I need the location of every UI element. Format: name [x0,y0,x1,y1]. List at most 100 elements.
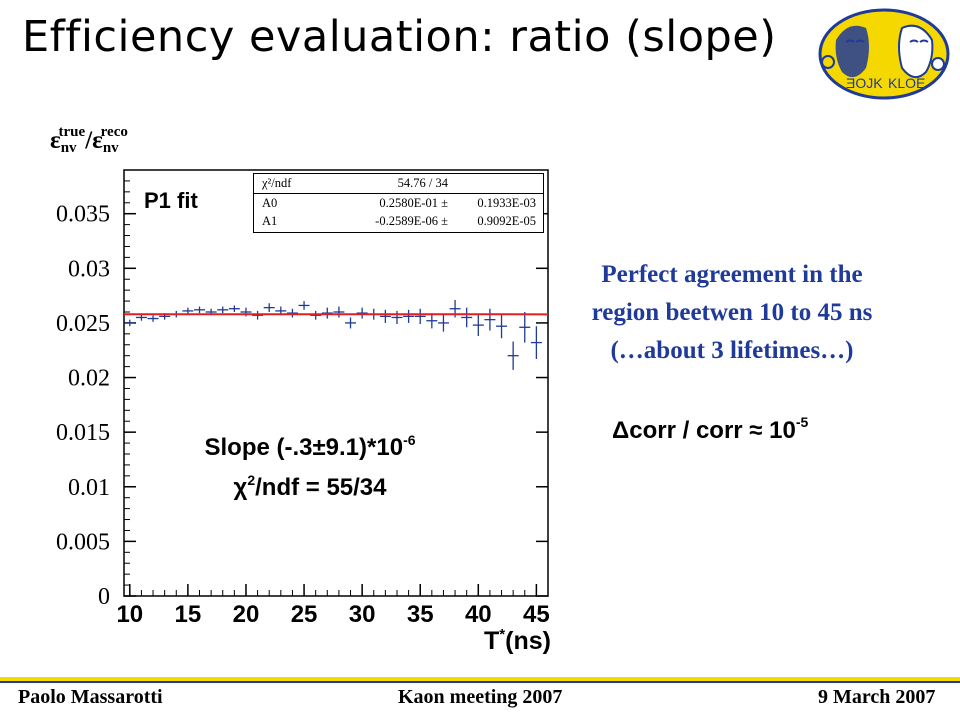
x-label-main: T [484,627,500,655]
data-point [391,310,403,325]
x-tick-label: 15 [175,601,202,628]
y-label-sub-1: nv [60,140,77,156]
slope-exponent: -6 [403,432,416,448]
footer-author: Paolo Massarotti [18,686,163,708]
slope-annotation: Slope (-.3±9.1)*10-6 χ2/ndf = 55/34 [160,424,460,504]
data-point [228,305,240,312]
data-point [437,314,449,332]
data-point [530,326,542,359]
y-tick-label: 0.025 [56,311,110,337]
y-tick-label: 0.015 [56,420,110,446]
agreement-text: Perfect agreement in the region beetwen … [552,256,912,370]
data-point [252,310,264,320]
slope-text: Slope (-.3±9.1)*10 [204,434,404,461]
slope-line: Slope (-.3±9.1)*10-6 [160,424,460,464]
agreement-line-1: Perfect agreement in the [601,261,863,288]
data-point [182,307,194,315]
x-tick-label: 25 [291,601,318,628]
y-axis-label: εnvtrue/εnvreco [50,124,128,157]
x-axis-ticks: 10 15 20 25 30 35 40 45 [116,584,550,628]
y-label-epsilon-2: ε [92,127,103,154]
plot-frame [123,169,549,597]
x-tick-label: 30 [349,601,376,628]
chi-exponent: 2 [247,472,256,488]
y-tick-label: 0 [98,584,110,610]
stat-row-chi2: χ²/ndf 54.76 / 34 [254,174,543,193]
data-points [124,299,542,370]
stat-name: A0 [262,196,278,210]
data-point [310,310,322,320]
stat-row-a0: A0 0.2580E-01 ± 0.1933E-03 [254,194,543,213]
x-label-unit: (ns) [505,627,551,655]
y-tick-label: 0.01 [68,475,110,501]
footer-divider-yellow [0,677,960,681]
data-point [217,306,229,314]
stat-divider [254,193,543,194]
data-point [298,301,310,310]
data-point [356,307,368,319]
data-point [472,314,484,337]
fit-label: P1 fit [144,188,198,213]
data-point [286,308,298,318]
stat-row-a1: A1 -0.2589E-06 ± 0.9092E-05 [254,212,543,231]
data-point [519,312,531,343]
stat-name: A1 [262,214,278,228]
stat-value: 54.76 / 34 [397,176,448,190]
data-point [484,308,496,331]
y-axis-ticks: 0 0.005 0.01 0.015 0.02 0.025 0.03 0.035 [56,169,548,610]
data-point [496,314,508,339]
data-point [345,317,357,329]
data-point [321,307,333,319]
correction-exponent: -5 [795,414,809,430]
stat-value: -0.2589E-06 ± [375,214,448,228]
data-point [379,309,391,323]
x-tick-label: 40 [465,601,492,628]
data-point [194,306,206,314]
chi-symbol: χ [233,474,248,501]
stat-name: χ²/ndf [262,176,292,190]
agreement-line-3: (…about 3 lifetimes…) [610,337,854,364]
slide-title: Efficiency evaluation: ratio (slope) [22,12,777,62]
data-point [414,308,426,325]
chi2-text: /ndf = 55/34 [255,474,387,501]
y-label-epsilon-1: ε [50,127,61,154]
y-label-sub-2: nv [102,140,119,156]
data-point [124,319,136,327]
y-label-slash: / [85,127,93,154]
x-axis-label: T*(ns) [484,626,551,656]
footer-divider-blue [0,681,960,683]
y-tick-label: 0.005 [56,529,110,555]
data-point [426,313,438,329]
fit-stats-box: χ²/ndf 54.76 / 34 A0 0.2580E-01 ± 0.1933… [253,173,544,233]
logo-text-right: KLOE [888,75,925,91]
y-tick-label: 0.02 [68,366,110,392]
stat-error: 0.1933E-03 [477,196,536,210]
stat-value: 0.2580E-01 ± [379,196,448,210]
kloe-logo-icon: ƎOJK KLOE [818,8,950,100]
correction-text: Δcorr / corr ≈ 10-5 [612,414,808,445]
y-tick-label: 0.035 [56,202,110,228]
agreement-line-2: region beetwen 10 to 45 ns [591,299,873,326]
x-tick-label: 45 [523,601,550,628]
chi2-line: χ2/ndf = 55/34 [160,464,460,504]
data-point [403,309,415,323]
y-label-sup-1: true [58,124,86,140]
footer-date: 9 March 2007 [818,686,936,708]
y-label-sup-2: reco [100,124,128,140]
data-point [263,303,275,312]
correction-main: Δcorr / corr ≈ 10 [612,417,796,444]
data-point [507,341,519,370]
footer-event: Kaon meeting 2007 [398,686,563,708]
x-tick-label: 10 [116,601,143,628]
x-tick-label: 20 [233,601,260,628]
data-point [333,306,345,318]
x-label-sup: * [499,626,506,643]
data-point [147,315,159,322]
data-point [461,307,473,328]
stat-error: 0.9092E-05 [477,214,536,228]
x-tick-label: 35 [407,601,434,628]
logo-text-left: ƎOJK [846,75,883,91]
y-tick-label: 0.03 [68,256,110,282]
data-point [135,314,147,321]
